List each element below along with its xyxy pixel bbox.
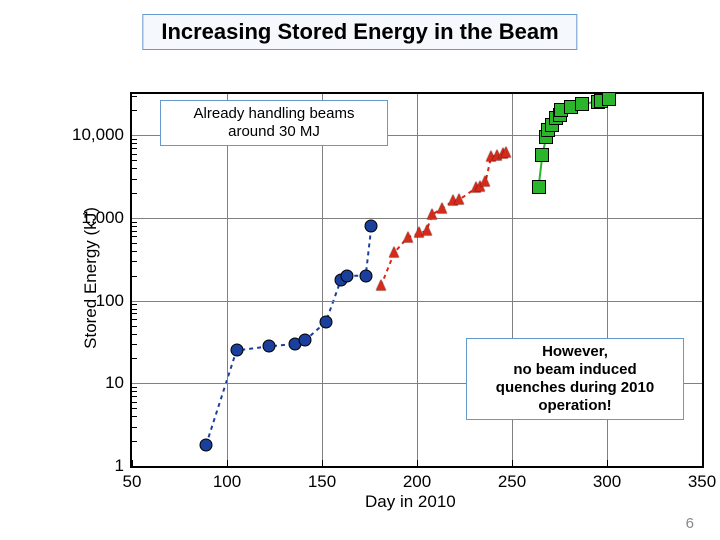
- y-minor-tick: [132, 304, 137, 305]
- data-point-red: [422, 224, 432, 235]
- y-minor-tick: [132, 402, 137, 403]
- data-point-red: [454, 193, 464, 204]
- y-minor-tick: [132, 387, 137, 388]
- x-tick-label: 350: [688, 472, 716, 492]
- y-minor-tick: [132, 168, 137, 169]
- data-point-green: [532, 180, 546, 194]
- y-minor-tick: [132, 313, 137, 314]
- data-point-blue: [230, 344, 243, 357]
- y-minor-tick: [132, 143, 137, 144]
- data-point-red: [376, 280, 386, 291]
- x-axis-title: Day in 2010: [365, 492, 456, 512]
- y-axis-title: Stored Energy (kJ): [81, 207, 101, 349]
- y-minor-tick: [132, 243, 137, 244]
- x-tick-mark: [417, 460, 418, 468]
- x-tick-mark: [607, 460, 608, 468]
- y-minor-tick: [132, 236, 137, 237]
- y-minor-tick: [132, 148, 137, 149]
- y-minor-tick: [132, 96, 137, 97]
- callout-line: no beam induced: [475, 361, 675, 379]
- y-minor-tick: [132, 441, 137, 442]
- data-point-blue: [340, 269, 353, 282]
- x-tick-label: 150: [308, 472, 336, 492]
- data-point-green: [535, 148, 549, 162]
- y-minor-tick: [132, 251, 137, 252]
- y-tick-label: 100: [96, 291, 124, 311]
- x-tick-mark: [322, 460, 323, 468]
- y-minor-tick: [132, 408, 137, 409]
- callout-line: Already handling beams: [169, 105, 379, 123]
- data-point-blue: [262, 340, 275, 353]
- data-point-blue: [200, 438, 213, 451]
- series-line-red: [381, 153, 506, 286]
- y-minor-tick: [132, 154, 137, 155]
- y-minor-tick: [132, 139, 137, 140]
- data-point-red: [480, 176, 490, 187]
- y-minor-tick: [132, 344, 137, 345]
- y-minor-tick: [132, 309, 137, 310]
- callout-line: However,: [475, 343, 675, 361]
- data-point-red: [427, 208, 437, 219]
- callout-line: operation!: [475, 397, 675, 415]
- y-minor-tick: [132, 326, 137, 327]
- y-minor-tick: [132, 110, 137, 111]
- y-minor-tick: [132, 261, 137, 262]
- page-number: 6: [686, 515, 694, 532]
- x-tick-mark: [227, 460, 228, 468]
- annotation-however: However,no beam inducedquenches during 2…: [466, 338, 684, 420]
- y-minor-tick: [132, 427, 137, 428]
- y-minor-tick: [132, 319, 137, 320]
- gridline-v: [417, 94, 418, 466]
- y-tick-label: 10: [105, 373, 124, 393]
- x-tick-mark: [132, 460, 133, 468]
- data-point-green: [575, 97, 589, 111]
- data-point-blue: [319, 316, 332, 329]
- data-point-blue: [365, 220, 378, 233]
- y-minor-tick: [132, 276, 137, 277]
- callout-line: quenches during 2010: [475, 379, 675, 397]
- gridline-v: [227, 94, 228, 466]
- data-point-red: [403, 231, 413, 242]
- x-tick-label: 100: [213, 472, 241, 492]
- data-point-red: [501, 146, 511, 157]
- y-minor-tick: [132, 416, 137, 417]
- y-minor-tick: [132, 358, 137, 359]
- x-tick-label: 300: [593, 472, 621, 492]
- data-point-red: [389, 246, 399, 257]
- y-minor-tick: [132, 222, 137, 223]
- x-tick-mark: [512, 460, 513, 468]
- data-point-green: [602, 92, 616, 106]
- y-minor-tick: [132, 193, 137, 194]
- callout-line: around 30 MJ: [169, 123, 379, 141]
- page-title: Increasing Stored Energy in the Beam: [142, 14, 577, 50]
- x-tick-label: 250: [498, 472, 526, 492]
- data-point-blue: [359, 269, 372, 282]
- data-point-blue: [298, 334, 311, 347]
- y-minor-tick: [132, 160, 137, 161]
- y-minor-tick: [132, 391, 137, 392]
- y-tick-label: 10,000: [72, 125, 124, 145]
- annotation-already-handling: Already handling beamsaround 30 MJ: [160, 100, 388, 146]
- y-minor-tick: [132, 334, 137, 335]
- x-tick-label: 200: [403, 472, 431, 492]
- y-tick-label: 1,000: [81, 208, 124, 228]
- y-minor-tick: [132, 396, 137, 397]
- x-tick-mark: [702, 460, 703, 468]
- data-point-red: [437, 202, 447, 213]
- series-line-blue: [206, 226, 371, 445]
- y-minor-tick: [132, 226, 137, 227]
- y-minor-tick: [132, 231, 137, 232]
- x-tick-label: 50: [123, 472, 142, 492]
- y-minor-tick: [132, 179, 137, 180]
- gridline-v: [322, 94, 323, 466]
